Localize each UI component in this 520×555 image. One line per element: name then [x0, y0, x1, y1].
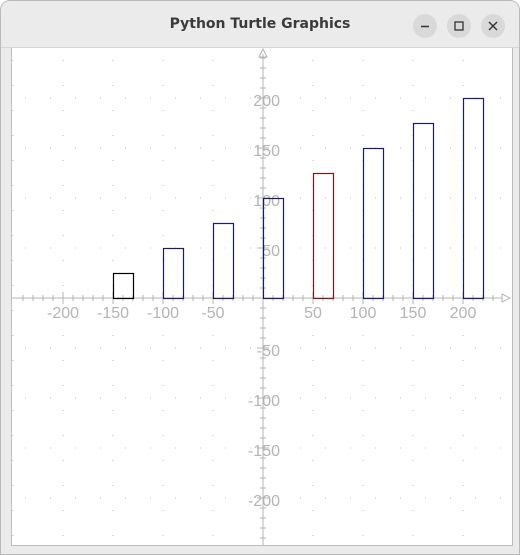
tick-labels: -200 -150 -100 -50 50 100 150 200 -200 -150 -100 -5… [47, 93, 476, 510]
y-tick-label: 150 [253, 143, 280, 160]
bars [112, 97, 485, 300]
x-axis-arrow [501, 293, 512, 303]
x-tick-label: -200 [47, 305, 79, 322]
close-button[interactable] [481, 14, 505, 38]
minimize-icon [421, 25, 429, 28]
x-tick-label: -50 [201, 305, 224, 322]
title-bar[interactable]: Python Turtle Graphics [1, 1, 519, 48]
bar [212, 222, 235, 300]
y-tick-label: -200 [248, 493, 280, 510]
grid [12, 48, 512, 545]
bar [262, 197, 285, 300]
x-tick-label: -150 [97, 305, 129, 322]
x-tick-label: 150 [400, 305, 427, 322]
bar [112, 272, 135, 300]
y-tick-label: 100 [253, 193, 280, 210]
x-tick-label: -100 [147, 305, 179, 322]
y-tick-label: 200 [253, 93, 280, 110]
window-title: Python Turtle Graphics [169, 16, 351, 32]
maximize-button[interactable] [447, 14, 471, 38]
x-tick-label: 200 [450, 305, 477, 322]
y-tick-label: -150 [248, 443, 280, 460]
y-tick-label: -50 [257, 343, 280, 360]
x-tick-label: 100 [350, 305, 377, 322]
bar [312, 172, 335, 300]
y-tick-label: -100 [248, 393, 280, 410]
bar [462, 97, 485, 300]
bar [412, 122, 435, 300]
x-tick-label: 50 [304, 305, 322, 322]
y-axis-arrow [258, 48, 268, 58]
minimize-button[interactable] [413, 14, 437, 38]
bar [162, 247, 185, 300]
bar [362, 147, 385, 300]
turtle-chart: -200 -150 -100 -50 50 100 150 200 -200 -150 -100 -5… [12, 48, 512, 545]
close-icon [488, 21, 498, 31]
turtle-canvas[interactable]: -200 -150 -100 -50 50 100 150 200 -200 -150 -100 -5… [11, 48, 513, 546]
maximize-icon [454, 21, 464, 31]
y-tick-label: 50 [262, 243, 280, 260]
axes [12, 48, 512, 545]
